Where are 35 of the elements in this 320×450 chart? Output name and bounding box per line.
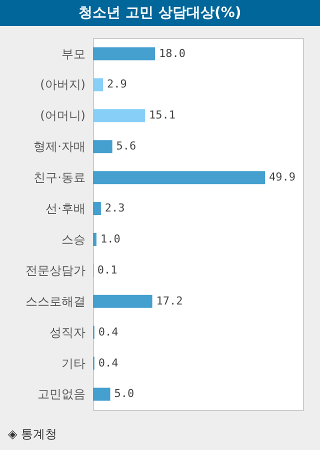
data-label: 0.4 <box>98 325 119 338</box>
bar <box>93 388 110 401</box>
y-tick-label: 형제·자매 <box>34 140 86 154</box>
data-label: 2.9 <box>106 78 127 91</box>
bar <box>93 78 103 92</box>
bar <box>93 109 146 122</box>
data-label: 15.1 <box>149 108 176 122</box>
data-label: 17.2 <box>156 294 183 308</box>
data-label: 0.4 <box>98 356 119 370</box>
y-tick-label: 기타 <box>62 356 86 370</box>
text: ◈ 통계청 <box>8 427 58 441</box>
y-tick-label: 고민없음 <box>38 387 86 402</box>
chart-title: 청소년 고민 상담대상(%) <box>78 5 242 21</box>
data-label: 2.3 <box>104 202 125 215</box>
bar <box>93 140 112 154</box>
bar <box>93 232 96 246</box>
y-tick-label: 친구·동료 <box>34 170 86 185</box>
y-tick-label: (어머니) <box>40 108 86 123</box>
bar <box>93 202 101 216</box>
data-label: 0.1 <box>97 263 118 276</box>
data-label: 18.0 <box>159 46 186 60</box>
data-label: 5.0 <box>114 387 134 400</box>
y-tick-label: 전문상담가 <box>26 263 86 278</box>
y-tick-label: 스승 <box>62 232 86 246</box>
y-tick-label: 부모 <box>62 46 86 61</box>
data-label: 1.0 <box>100 232 120 246</box>
y-tick-label: (아버지) <box>40 78 86 92</box>
bar <box>93 171 265 184</box>
y-tick-label: 성직자 <box>50 325 86 340</box>
bar <box>93 294 152 308</box>
data-label: 49.9 <box>269 170 296 184</box>
y-tick-label: 선·후배 <box>46 202 86 216</box>
data-label: 5.6 <box>116 140 136 153</box>
y-tick-label: 스스로해결 <box>26 294 86 308</box>
bar <box>93 47 156 60</box>
